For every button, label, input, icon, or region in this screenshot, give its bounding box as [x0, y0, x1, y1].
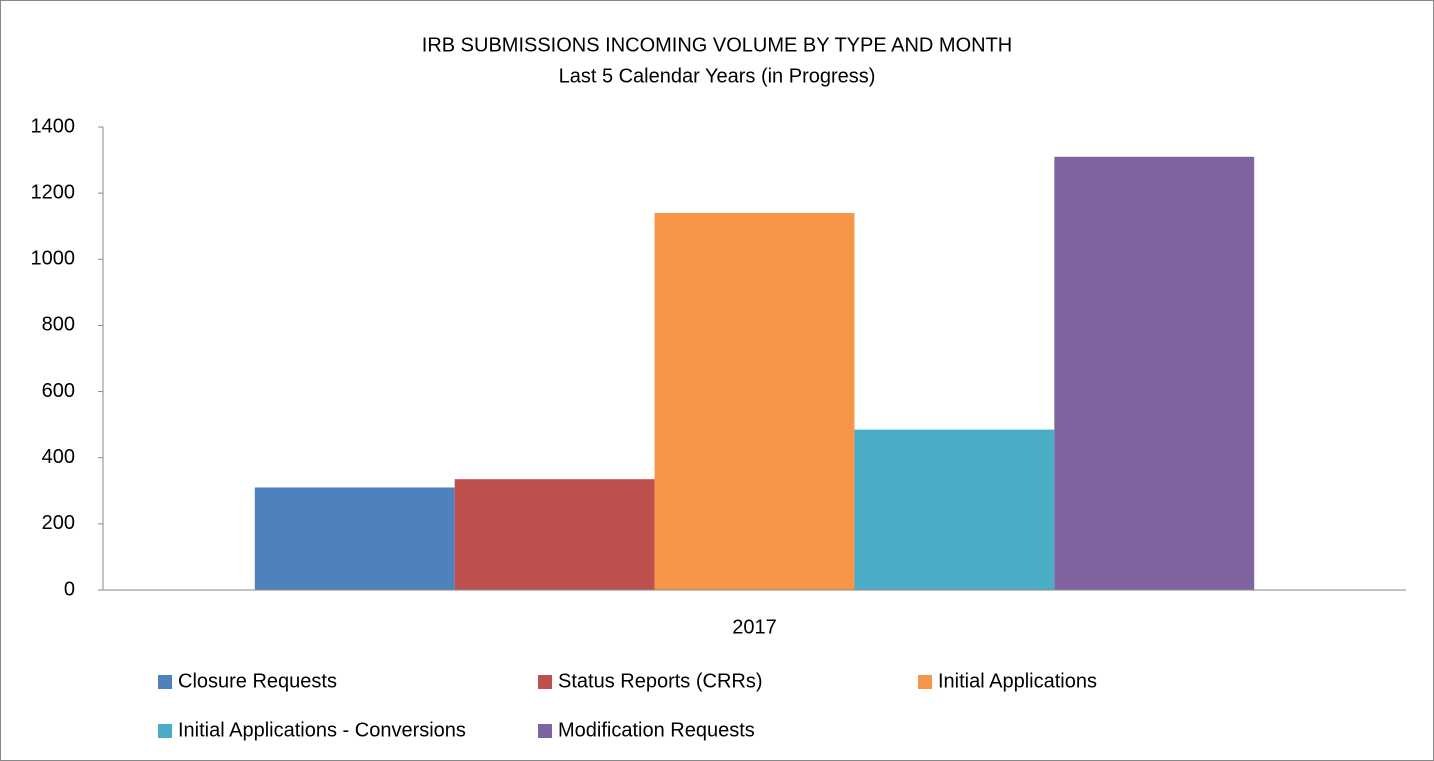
y-tick-label: 1200: [31, 181, 76, 203]
chart-subtitle: Last 5 Calendar Years (in Progress): [559, 65, 876, 87]
bar: [654, 212, 855, 590]
bar: [254, 487, 455, 590]
chart-title: IRB SUBMISSIONS INCOMING VOLUME BY TYPE …: [422, 34, 1012, 56]
legend-label: Initial Applications - Conversions: [178, 719, 466, 741]
y-tick-label: 1400: [31, 115, 76, 137]
legend-swatch: [538, 724, 552, 738]
bar: [454, 479, 655, 590]
legend-swatch: [538, 675, 552, 689]
legend-label: Closure Requests: [178, 670, 337, 692]
legend-label: Status Reports (CRRs): [558, 670, 763, 692]
legend-swatch: [158, 724, 172, 738]
y-tick-label: 200: [42, 512, 75, 534]
bar: [1054, 156, 1255, 590]
x-tick-label: 2017: [732, 616, 777, 638]
y-tick-label: 1000: [31, 248, 76, 270]
y-tick-label: 600: [42, 380, 75, 402]
legend-swatch: [918, 675, 932, 689]
y-tick-label: 800: [42, 314, 75, 336]
bar: [854, 429, 1055, 590]
y-tick-label: 400: [42, 446, 75, 468]
legend-label: Initial Applications: [938, 670, 1097, 692]
legend-label: Modification Requests: [558, 719, 755, 741]
y-tick-label: 0: [64, 578, 75, 600]
legend-swatch: [158, 675, 172, 689]
